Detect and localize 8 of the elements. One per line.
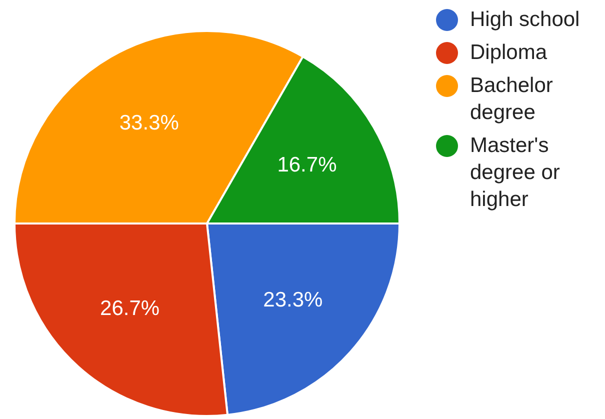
legend-label: High school <box>470 7 580 33</box>
legend-label: Bachelor degree <box>470 73 554 126</box>
data-label: 16.7% <box>277 153 337 176</box>
legend-label: Diploma <box>470 40 548 66</box>
legend-label: Master's degree or higher <box>470 133 561 213</box>
data-label: 23.3% <box>263 288 323 312</box>
data-label: 26.7% <box>100 297 160 320</box>
data-label: 33.3% <box>119 111 179 134</box>
